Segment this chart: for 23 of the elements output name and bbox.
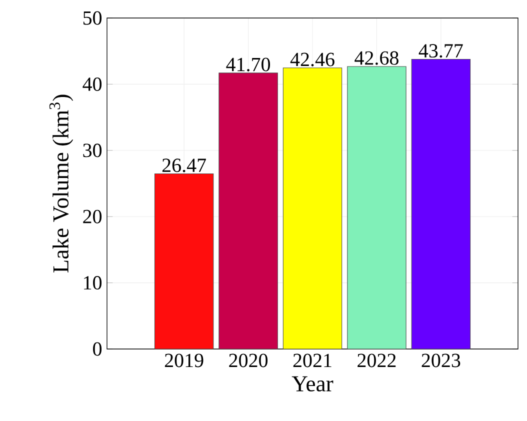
data-label: 42.68 (354, 51, 398, 65)
data-label: 26.47 (162, 158, 206, 172)
x-tick-label: 2019 (164, 354, 204, 368)
x-tick-label: 2023 (422, 354, 460, 368)
y-tick-label: 10 (84, 276, 102, 290)
data-label: 42.46 (290, 52, 334, 66)
bar (411, 58, 471, 350)
x-tick-label: 2020 (229, 354, 268, 368)
bar (154, 174, 214, 350)
x-tick-label: 2022 (358, 354, 396, 368)
y-tick-label: 50 (83, 11, 102, 25)
y-tick-label: 0 (93, 342, 102, 356)
bar (282, 68, 342, 350)
bar (218, 72, 278, 350)
y-tick-label: 30 (83, 144, 102, 158)
y-axis-title: Lake Volume (km$^{3}$) (49, 94, 74, 273)
data-label: 41.70 (226, 58, 270, 72)
y-tick-label: 40 (82, 77, 102, 91)
bar (347, 66, 406, 350)
x-tick-label: 2021 (293, 354, 332, 368)
x-axis-title: Year (292, 376, 334, 392)
data-label: 43.77 (418, 44, 463, 58)
y-tick-label: 20 (83, 210, 102, 224)
